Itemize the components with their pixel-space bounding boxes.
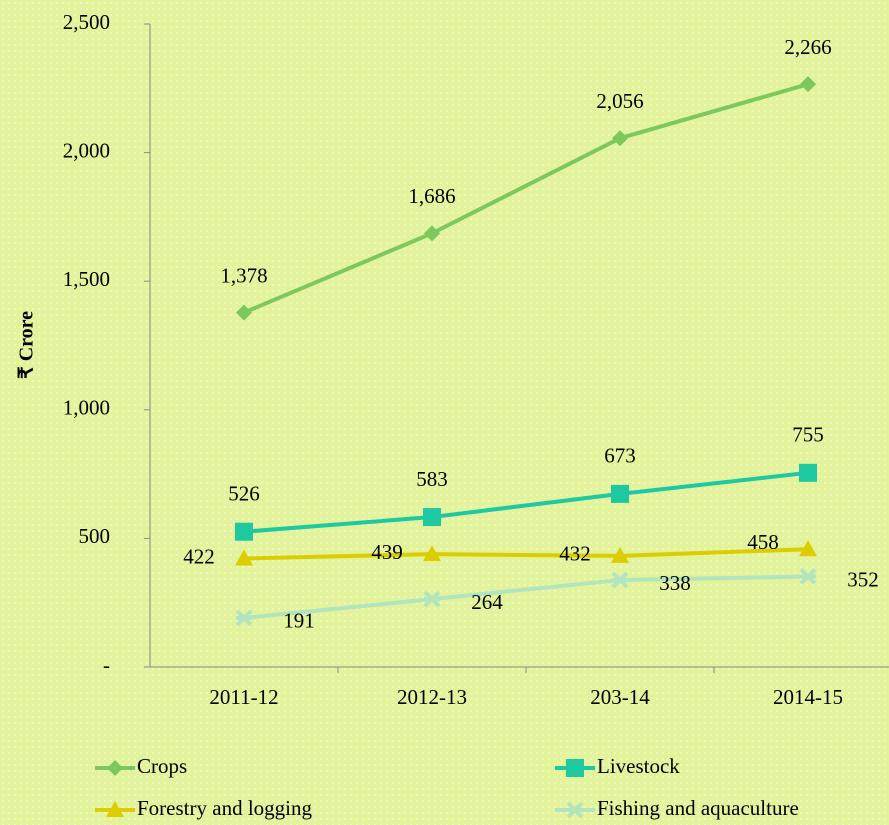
data-label: 422 bbox=[183, 544, 215, 568]
data-point bbox=[800, 76, 816, 93]
legend-label: Crops bbox=[137, 754, 187, 778]
legend-label: Livestock bbox=[597, 754, 680, 778]
y-tick-label: 1,000 bbox=[63, 396, 110, 420]
data-point bbox=[423, 508, 441, 527]
data-label: 264 bbox=[471, 590, 503, 614]
data-point bbox=[611, 571, 629, 589]
data-label: 458 bbox=[747, 530, 779, 554]
data-point bbox=[235, 522, 253, 541]
data-point bbox=[611, 484, 629, 503]
y-axis-label: ₹ Crore bbox=[16, 311, 38, 379]
data-point bbox=[235, 549, 253, 566]
y-tick-label: - bbox=[103, 653, 110, 677]
data-point bbox=[612, 130, 628, 147]
legend-label: Fishing and aquaculture bbox=[597, 796, 799, 820]
legend-marker bbox=[566, 801, 584, 819]
legend-marker bbox=[106, 801, 124, 817]
data-label: 191 bbox=[283, 609, 315, 633]
data-label: 439 bbox=[371, 540, 403, 564]
series-line bbox=[243, 547, 809, 561]
data-label: 1,686 bbox=[408, 184, 455, 208]
data-label: 2,266 bbox=[784, 35, 831, 59]
y-tick-label: 2,000 bbox=[63, 138, 110, 162]
legend-marker bbox=[566, 759, 584, 777]
series-line bbox=[243, 470, 809, 534]
x-tick-label: 2014-15 bbox=[773, 685, 843, 709]
data-label: 1,378 bbox=[220, 263, 267, 287]
data-point bbox=[799, 463, 817, 482]
data-label: 673 bbox=[604, 444, 636, 468]
data-label: 352 bbox=[847, 567, 879, 591]
data-label: 2,056 bbox=[596, 89, 643, 113]
data-point bbox=[424, 225, 440, 242]
data-point bbox=[423, 545, 441, 562]
series-line bbox=[243, 574, 809, 620]
data-point bbox=[799, 568, 817, 585]
x-tick-label: 2011-12 bbox=[209, 685, 278, 709]
data-label: 338 bbox=[659, 571, 691, 595]
data-label: 755 bbox=[792, 423, 824, 447]
x-tick-label: 203-14 bbox=[590, 685, 650, 709]
data-point bbox=[236, 304, 252, 321]
x-tick-label: 2012-13 bbox=[397, 685, 467, 709]
data-point bbox=[611, 546, 629, 563]
series-line bbox=[243, 82, 809, 315]
data-point bbox=[423, 590, 441, 608]
data-label: 432 bbox=[559, 542, 591, 566]
y-tick-label: 1,500 bbox=[63, 267, 110, 291]
y-tick-label: 500 bbox=[79, 524, 111, 548]
y-tick-label: 2,500 bbox=[63, 10, 110, 34]
data-label: 526 bbox=[228, 482, 260, 506]
data-point bbox=[799, 540, 817, 557]
legend-marker bbox=[107, 760, 123, 776]
legend-label: Forestry and logging bbox=[137, 796, 312, 820]
data-point bbox=[235, 609, 253, 627]
data-label: 583 bbox=[416, 467, 448, 491]
